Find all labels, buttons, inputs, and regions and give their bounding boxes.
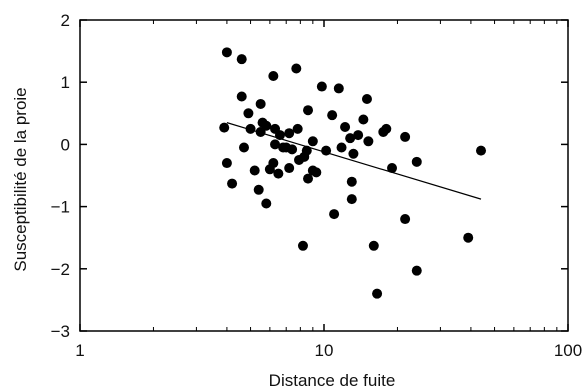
data-point — [463, 232, 474, 243]
data-point — [327, 110, 338, 121]
x-tick-label: 10 — [315, 341, 334, 360]
data-point — [476, 145, 487, 156]
regression-line — [226, 122, 482, 200]
data-point — [284, 128, 295, 139]
data-point — [316, 81, 327, 92]
data-point — [411, 265, 422, 276]
data-point — [227, 178, 238, 189]
data-point — [353, 130, 364, 141]
data-point — [400, 131, 411, 142]
plot-area — [79, 19, 569, 332]
data-point — [270, 139, 281, 150]
y-tick-label: 1 — [61, 73, 70, 92]
data-point — [287, 144, 298, 155]
data-point — [236, 54, 247, 65]
data-point — [291, 63, 302, 74]
data-point — [268, 70, 279, 81]
data-point — [261, 120, 272, 131]
y-tick-label: 0 — [61, 135, 70, 154]
data-point — [273, 168, 284, 179]
data-point — [221, 158, 232, 169]
data-point — [381, 123, 392, 134]
data-point — [307, 136, 318, 147]
x-tick-label: 100 — [554, 341, 582, 360]
data-point — [253, 184, 264, 195]
data-point — [363, 136, 374, 147]
data-point — [372, 288, 383, 299]
data-point — [236, 91, 247, 102]
data-point — [311, 167, 322, 178]
data-point — [303, 173, 314, 184]
x-tick-label: 1 — [75, 341, 84, 360]
data-point — [329, 209, 340, 220]
data-points — [219, 47, 487, 299]
data-point — [346, 194, 357, 205]
y-tick-label: −3 — [51, 322, 70, 341]
data-point — [361, 93, 372, 104]
data-point — [261, 198, 272, 209]
plot-frame — [79, 19, 569, 332]
data-point — [301, 145, 312, 156]
data-point — [368, 240, 379, 251]
data-point — [346, 176, 357, 187]
data-point — [387, 163, 398, 174]
data-point — [333, 83, 344, 94]
x-axis-title: Distance de fuite — [269, 371, 396, 390]
data-point — [348, 148, 359, 159]
data-point — [238, 142, 249, 153]
data-point — [219, 122, 230, 133]
axis-ticks — [79, 19, 569, 332]
data-point — [249, 165, 260, 176]
data-point — [303, 105, 314, 116]
data-point — [297, 240, 308, 251]
regression-line-group — [226, 122, 482, 200]
data-point — [336, 142, 347, 153]
y-tick-label: 2 — [61, 11, 70, 30]
data-point — [268, 158, 279, 169]
data-point — [400, 214, 411, 225]
data-point — [243, 108, 254, 119]
y-axis-title: Susceptibilité de la proie — [11, 87, 30, 271]
data-point — [245, 123, 256, 134]
y-tick-label: −2 — [51, 260, 70, 279]
data-point — [340, 121, 351, 132]
data-point — [284, 163, 295, 174]
data-point — [358, 114, 369, 125]
data-point — [221, 47, 232, 58]
data-point — [345, 133, 356, 144]
data-point — [255, 98, 266, 109]
data-point — [292, 123, 303, 134]
data-point — [411, 156, 422, 167]
y-tick-label: −1 — [51, 198, 70, 217]
